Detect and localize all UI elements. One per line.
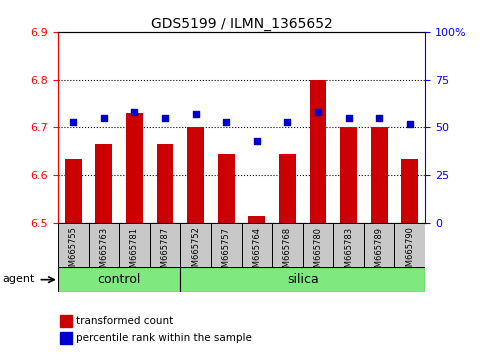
Bar: [88, 223, 119, 267]
Text: GSM665780: GSM665780: [313, 227, 323, 278]
Bar: [340, 127, 357, 223]
Text: percentile rank within the sample: percentile rank within the sample: [76, 333, 252, 343]
Text: GSM665768: GSM665768: [283, 227, 292, 278]
Bar: [58, 223, 88, 267]
Point: [130, 109, 138, 115]
Point: [100, 115, 108, 121]
Text: GSM665789: GSM665789: [375, 227, 384, 278]
Bar: [156, 144, 173, 223]
Bar: [60, 315, 71, 327]
Bar: [401, 159, 418, 223]
Bar: [218, 154, 235, 223]
Text: GSM665752: GSM665752: [191, 227, 200, 278]
Point: [406, 121, 413, 126]
Bar: [371, 127, 387, 223]
Text: GSM665787: GSM665787: [160, 227, 170, 278]
Point: [222, 119, 230, 125]
Bar: [303, 223, 333, 267]
Point: [284, 119, 291, 125]
Bar: [150, 223, 180, 267]
Point: [161, 115, 169, 121]
Point: [345, 115, 353, 121]
Bar: [96, 144, 112, 223]
Text: silica: silica: [287, 273, 319, 286]
Text: GSM665781: GSM665781: [130, 227, 139, 278]
Text: GSM665764: GSM665764: [252, 227, 261, 278]
Bar: [65, 159, 82, 223]
Bar: [211, 223, 242, 267]
Bar: [279, 154, 296, 223]
Text: transformed count: transformed count: [76, 316, 174, 326]
Bar: [180, 223, 211, 267]
Point: [70, 119, 77, 125]
Text: GSM665763: GSM665763: [99, 227, 108, 278]
Bar: [248, 216, 265, 223]
Bar: [310, 80, 327, 223]
Text: GSM665783: GSM665783: [344, 227, 353, 278]
Bar: [395, 223, 425, 267]
Point: [375, 115, 383, 121]
Point: [192, 111, 199, 117]
Point: [314, 109, 322, 115]
Bar: [242, 223, 272, 267]
Text: GSM665790: GSM665790: [405, 227, 414, 278]
Text: agent: agent: [2, 274, 35, 284]
Title: GDS5199 / ILMN_1365652: GDS5199 / ILMN_1365652: [151, 17, 332, 31]
Text: GSM665757: GSM665757: [222, 227, 231, 278]
Bar: [119, 223, 150, 267]
Bar: [333, 223, 364, 267]
Bar: [126, 113, 143, 223]
Text: GSM665755: GSM665755: [69, 227, 78, 278]
Bar: [180, 267, 425, 292]
Bar: [58, 267, 180, 292]
Bar: [187, 127, 204, 223]
Bar: [364, 223, 395, 267]
Bar: [272, 223, 303, 267]
Text: control: control: [98, 273, 141, 286]
Point: [253, 138, 261, 144]
Bar: [60, 332, 71, 344]
